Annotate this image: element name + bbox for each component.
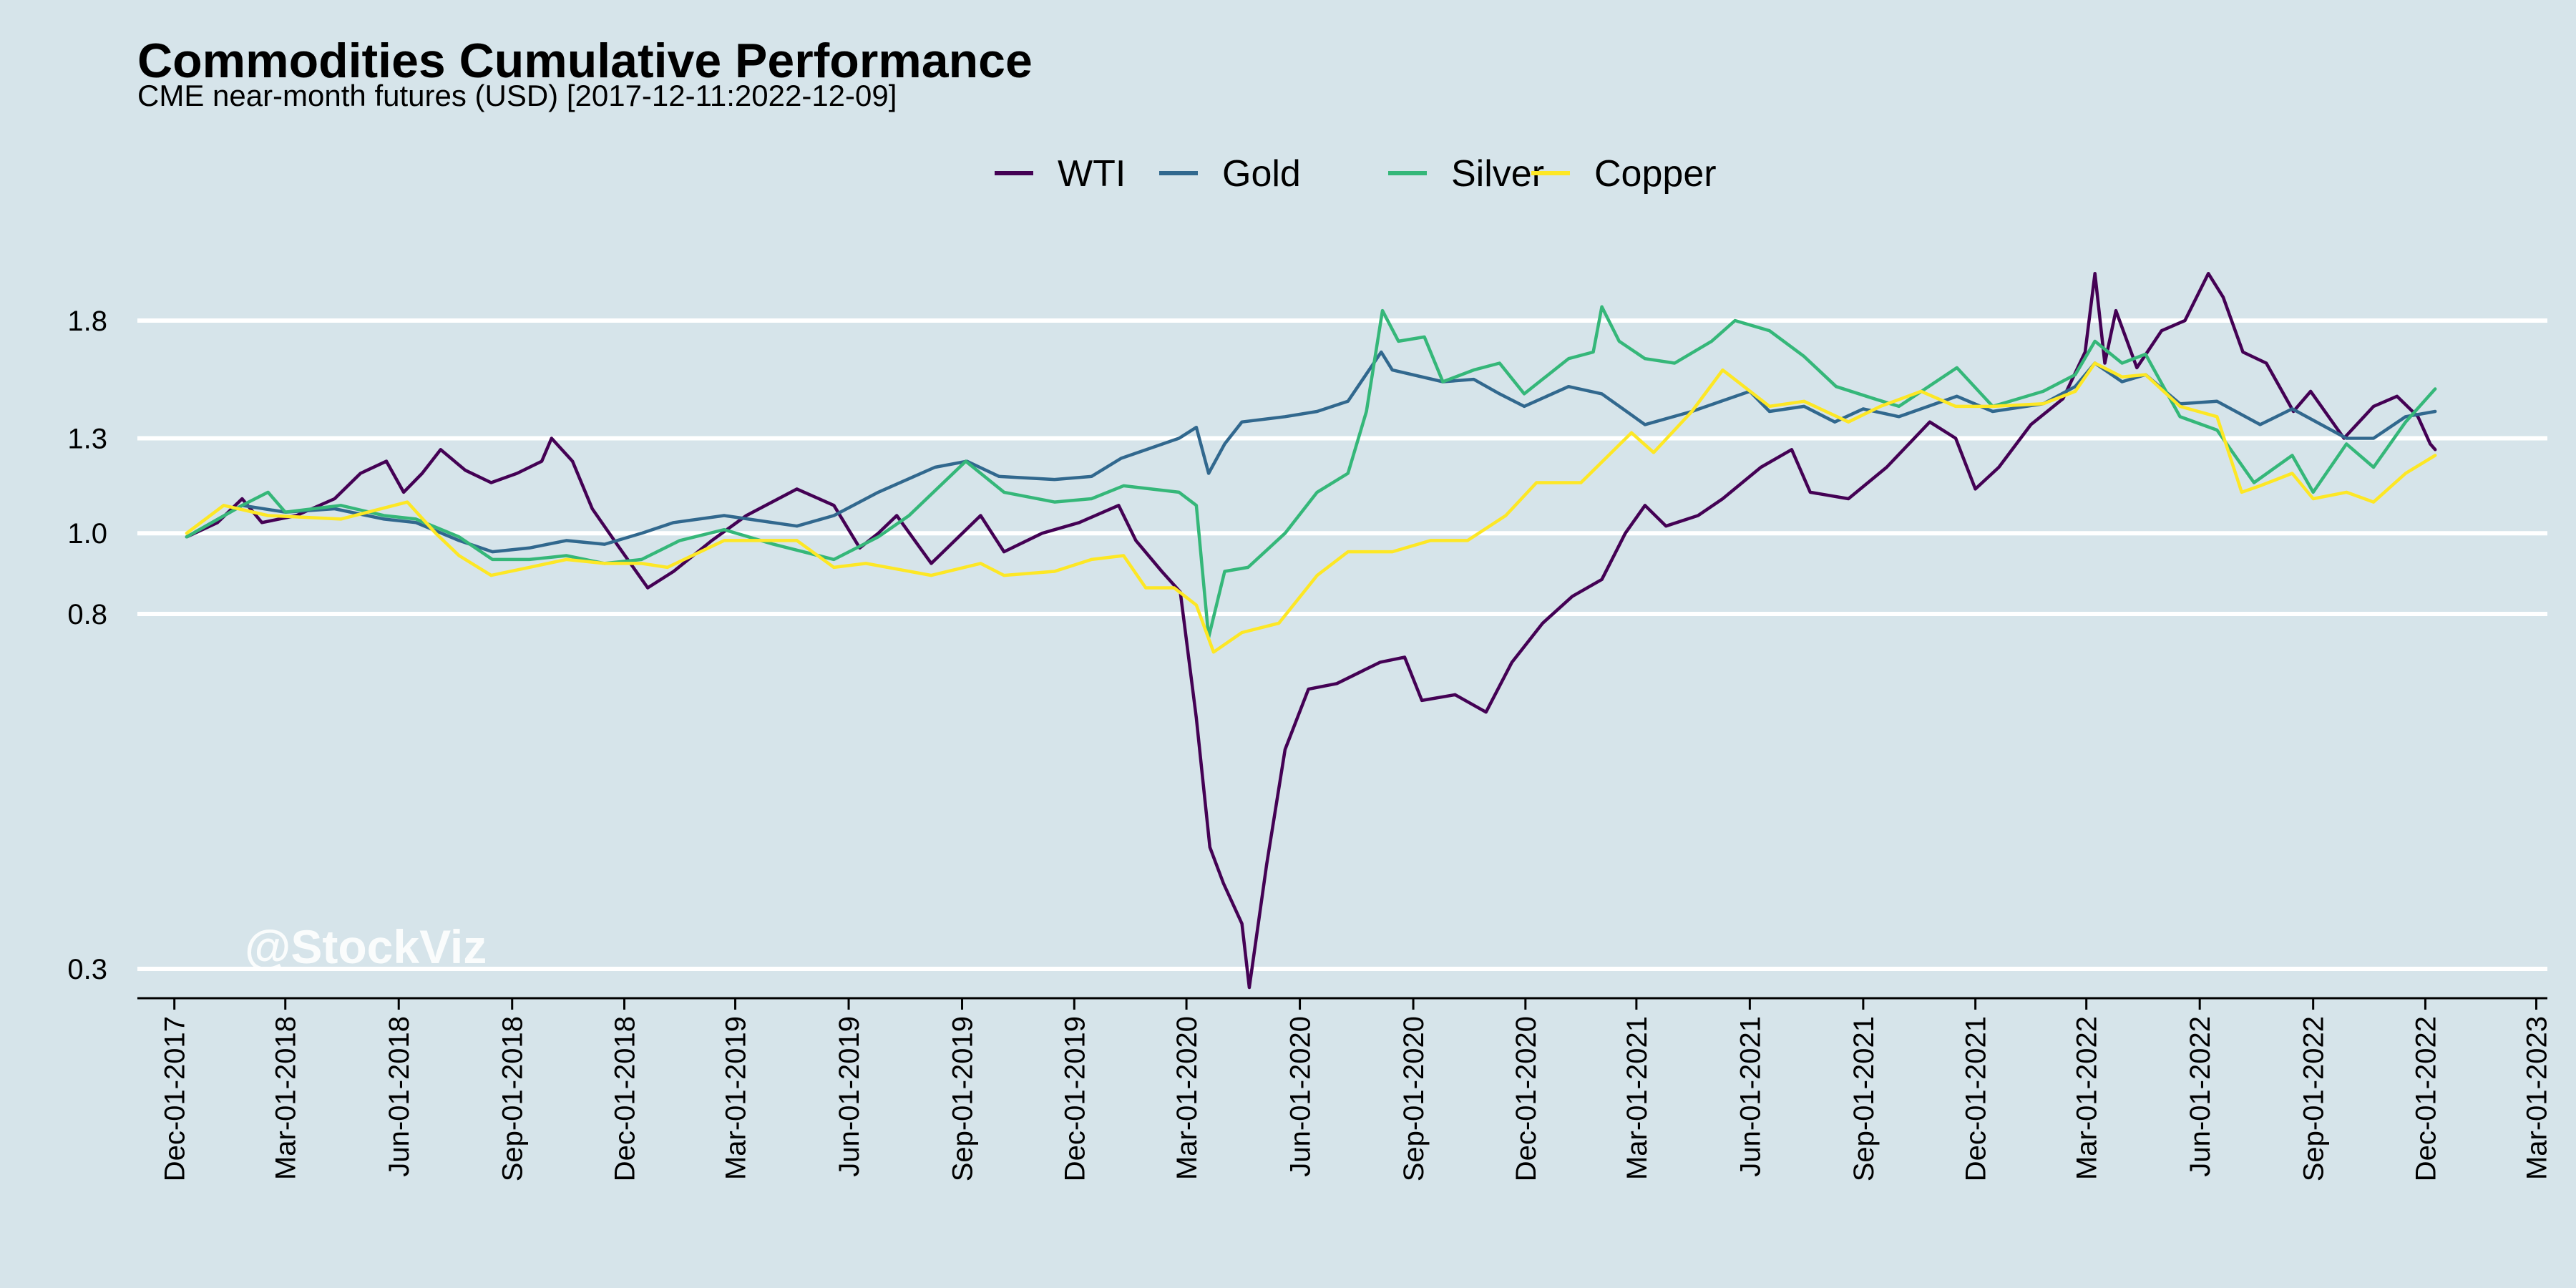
x-tick-label: Sep-01-2022 xyxy=(2298,1016,2330,1181)
x-tick-label: Jun-01-2021 xyxy=(1735,1016,1766,1177)
x-tick-label: Dec-01-2019 xyxy=(1059,1016,1091,1181)
x-tick-label: Jun-01-2020 xyxy=(1285,1016,1317,1177)
legend-item-gold: Gold xyxy=(1159,153,1301,195)
x-tick-label: Dec-01-2017 xyxy=(160,1016,191,1181)
y-tick-label: 0.3 xyxy=(67,954,107,985)
legend: WTI Gold Silver Copper xyxy=(995,153,1717,195)
x-tick-label: Mar-01-2021 xyxy=(1621,1016,1653,1180)
gridlines xyxy=(137,318,2547,972)
y-tick-label: 1.3 xyxy=(67,424,107,455)
x-tick-label: Sep-01-2020 xyxy=(1398,1016,1430,1181)
series-line-gold xyxy=(185,350,2437,554)
legend-label: Silver xyxy=(1451,153,1544,195)
x-tick-label: Dec-01-2018 xyxy=(609,1016,640,1181)
x-tick-label: Mar-01-2019 xyxy=(721,1016,752,1180)
x-tick-label: Dec-01-2020 xyxy=(1511,1016,1542,1181)
x-tick-label: Mar-01-2022 xyxy=(2072,1016,2103,1180)
x-tick-label: Sep-01-2021 xyxy=(1848,1016,1880,1181)
series-lines xyxy=(185,271,2437,990)
legend-label: Copper xyxy=(1594,153,1717,195)
x-tick-label: Dec-01-2022 xyxy=(2410,1016,2441,1181)
series-line-copper xyxy=(185,361,2437,654)
legend-item-copper: Copper xyxy=(1531,153,1717,195)
y-tick-label: 0.8 xyxy=(67,599,107,630)
x-tick-label: Sep-01-2019 xyxy=(947,1016,979,1181)
x-axis: Dec-01-2017 Mar-01-2018 Jun-01-2018 Sep-01-… xyxy=(137,997,2552,1181)
series-line-wti xyxy=(185,271,2437,990)
y-axis: 0.3 0.8 1.0 1.3 1.8 xyxy=(67,306,107,985)
watermark: @StockViz xyxy=(245,920,487,973)
x-tick-label: Mar-01-2018 xyxy=(270,1016,302,1180)
x-tick-label: Jun-01-2018 xyxy=(384,1016,415,1177)
x-tick-label: Jun-01-2019 xyxy=(834,1016,865,1177)
y-tick-label: 1.0 xyxy=(67,518,107,550)
legend-item-wti: WTI xyxy=(995,153,1126,195)
x-tick-label: Mar-01-2020 xyxy=(1171,1016,1203,1180)
legend-label: Gold xyxy=(1222,153,1301,195)
x-tick-label: Dec-01-2021 xyxy=(1961,1016,1992,1181)
x-tick-label: Sep-01-2018 xyxy=(497,1016,529,1181)
series-line-silver xyxy=(185,305,2437,639)
chart-subtitle: CME near-month futures (USD) [2017-12-11… xyxy=(137,79,897,112)
legend-label: WTI xyxy=(1058,153,1126,195)
x-tick-label: Mar-01-2023 xyxy=(2521,1016,2552,1180)
x-tick-label: Jun-01-2022 xyxy=(2185,1016,2216,1177)
legend-item-silver: Silver xyxy=(1388,153,1544,195)
chart-title: Commodities Cumulative Performance xyxy=(137,34,1033,88)
y-tick-label: 1.8 xyxy=(67,306,107,337)
